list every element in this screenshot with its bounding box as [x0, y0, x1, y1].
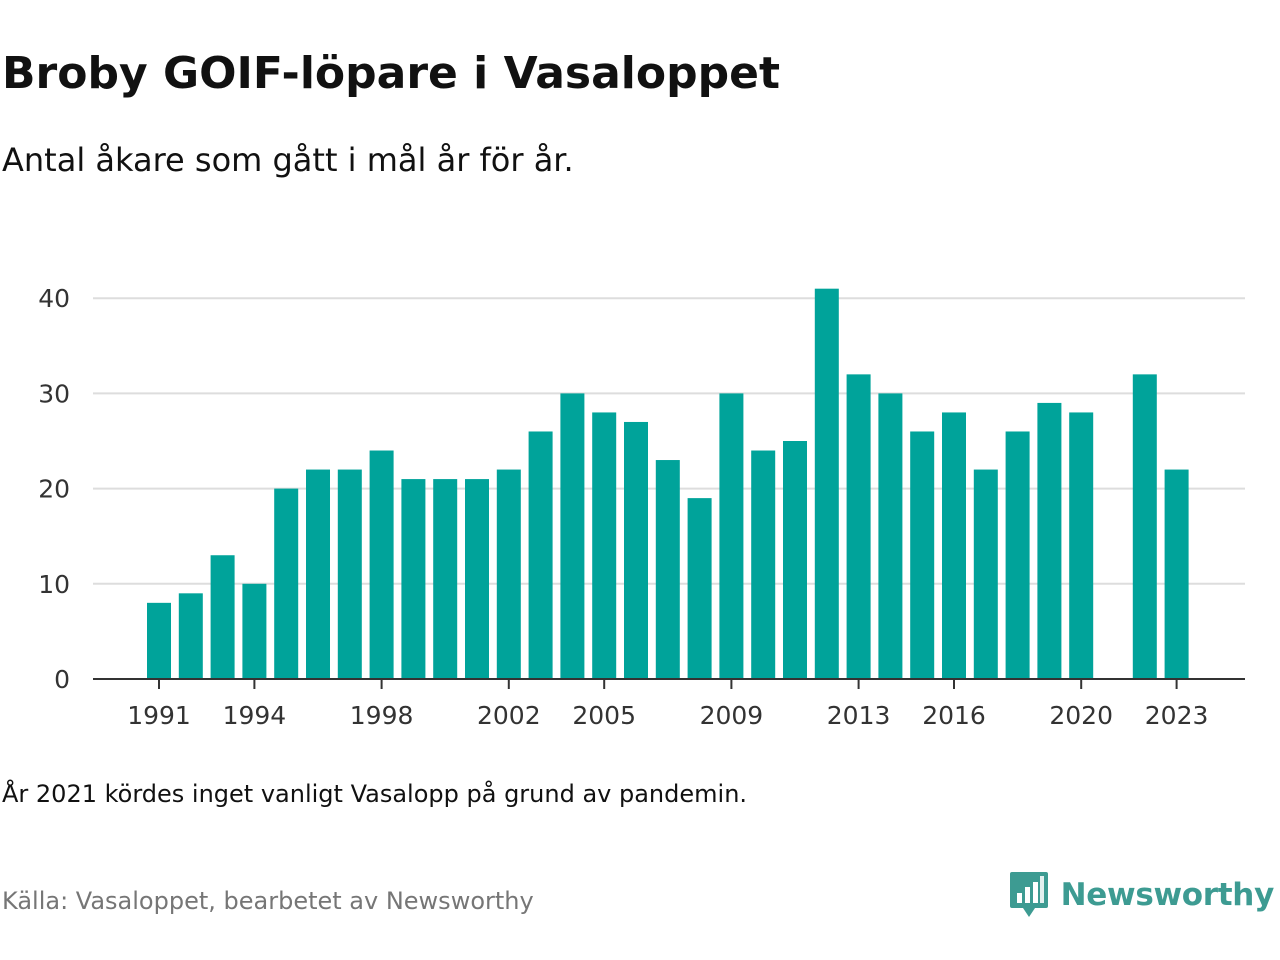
bar-1992	[178, 593, 203, 679]
bar-2014	[878, 393, 903, 679]
bar-1995	[274, 488, 299, 679]
bar-2013	[846, 374, 871, 679]
bar-2018	[1005, 431, 1030, 679]
bar-2008	[687, 498, 712, 679]
bar-2016	[942, 412, 966, 679]
bar-2023	[1164, 469, 1189, 679]
bar-1991	[147, 602, 171, 679]
x-tick-label: 2002	[477, 701, 541, 730]
x-tick-label: 2023	[1145, 701, 1209, 730]
bar-2020	[1069, 412, 1094, 679]
y-tick-label: 30	[38, 379, 70, 408]
x-tick-label: 2020	[1049, 701, 1113, 730]
bar-2015	[910, 431, 935, 679]
axes: 0 10 20 30 40 1991 1994 1998 2002 2005 2009 2013 201…	[38, 284, 1245, 730]
bar-2006	[624, 421, 648, 679]
bar-2009	[719, 393, 744, 679]
bar-2017	[973, 469, 998, 679]
bar-2000	[433, 479, 458, 679]
bar-2005	[592, 412, 617, 679]
x-tick-label: 2013	[827, 701, 891, 730]
bar-chart: 0 10 20 30 40 1991 1994 1998 2002 2005 2009 2013 201…	[38, 284, 1245, 730]
chart-title: Broby GOIF-löpare i Vasaloppet	[2, 48, 780, 99]
bar-1998	[369, 450, 394, 679]
source-credit: Källa: Vasaloppet, bearbetet av Newswort…	[2, 887, 534, 915]
bar-2010	[751, 450, 776, 679]
newsworthy-brand: Newsworthy	[1009, 870, 1274, 920]
bar-1997	[337, 469, 362, 679]
x-tick-label: 2016	[922, 701, 986, 730]
bar-2007	[655, 460, 680, 679]
brand-name: Newsworthy	[1060, 877, 1275, 913]
bar-2022	[1132, 374, 1157, 679]
x-tick-label: 1991	[127, 701, 191, 730]
x-tick-label: 1998	[350, 701, 414, 730]
y-tick-label: 10	[38, 570, 70, 599]
chart-subtitle: Antal åkare som gått i mål år för år.	[2, 141, 574, 179]
bar-1999	[401, 479, 426, 679]
bar-2011	[783, 441, 807, 679]
bar-2019	[1037, 402, 1062, 679]
chart-note: År 2021 kördes inget vanligt Vasalopp på…	[2, 780, 748, 808]
x-tick-label: 2009	[700, 701, 764, 730]
bar-1994	[242, 583, 267, 679]
newsworthy-logo-icon	[1009, 872, 1048, 917]
bar-2003	[528, 431, 553, 679]
bar-2001	[465, 479, 489, 679]
bar-1993	[210, 555, 235, 679]
x-tick-label: 1994	[223, 701, 287, 730]
bar-2004	[560, 393, 585, 679]
bar-1996	[306, 469, 330, 679]
bar-2002	[496, 469, 521, 679]
y-tick-label: 0	[54, 665, 70, 694]
bars	[147, 288, 1189, 679]
y-tick-label: 20	[38, 475, 70, 504]
y-tick-label: 40	[38, 284, 70, 313]
x-tick-label: 2005	[572, 701, 636, 730]
bar-2012	[814, 288, 839, 679]
